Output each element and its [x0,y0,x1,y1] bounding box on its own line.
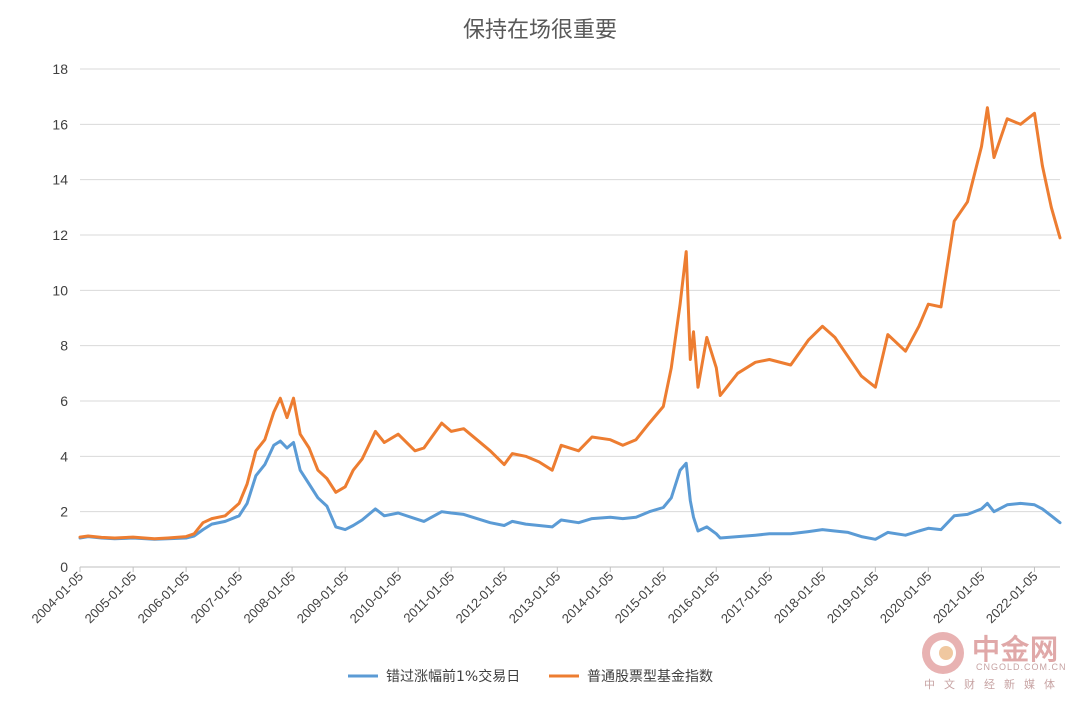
x-tick-label: 2012-01-05 [453,569,511,627]
watermark-tagline: 中文财经新媒体 [924,678,1064,691]
y-axis-ticks: 0 2 4 6 8 10 12 14 16 18 [52,61,68,575]
series-lines [78,106,1062,541]
cngold-logo-icon [922,632,964,674]
x-tick-label: 2011-01-05 [400,569,457,626]
series-line-fund-index [78,106,1062,541]
x-tick-label: 2008-01-05 [241,569,299,627]
y-tick-label: 18 [52,61,68,77]
x-axis-ticks: 2004-01-052005-01-052006-01-052007-01-05… [28,567,1041,627]
x-tick-label: 2013-01-05 [506,569,564,627]
x-tick-label: 2022-01-05 [983,569,1041,627]
y-tick-label: 14 [52,172,68,188]
y-tick-label: 0 [60,559,68,575]
x-tick-label: 2016-01-05 [665,569,723,627]
x-tick-label: 2021-01-05 [930,569,988,627]
legend-label-fund-index: 普通股票型基金指数 [587,668,713,685]
x-tick-label: 2020-01-05 [877,569,935,627]
x-tick-label: 2015-01-05 [612,569,670,627]
x-tick-label: 2018-01-05 [771,569,829,627]
watermark: 中金网 CNGOLD.COM.CN 中文财经新媒体 [920,628,1070,698]
watermark-domain: CNGOLD.COM.CN [976,662,1067,672]
watermark-brand: 中金网 [972,633,1060,666]
x-tick-label: 2005-01-05 [82,569,140,627]
chart-title: 保持在场很重要 [463,18,617,43]
y-tick-label: 12 [52,227,68,243]
x-tick-label: 2017-01-05 [718,569,776,627]
legend-label-missed-days: 错过涨幅前1%交易日 [386,668,520,685]
legend: 错过涨幅前1%交易日 普通股票型基金指数 [348,668,713,685]
x-tick-label: 2019-01-05 [824,569,882,627]
y-tick-label: 4 [60,448,68,464]
series-line-missed-days [78,439,1062,541]
y-tick-label: 8 [60,338,68,354]
x-tick-label: 2007-01-05 [188,569,246,627]
y-tick-label: 2 [60,504,68,520]
y-tick-label: 6 [60,393,68,409]
x-tick-label: 2010-01-05 [347,569,405,627]
y-tick-label: 16 [52,116,68,132]
y-tick-label: 10 [52,282,68,298]
x-tick-label: 2006-01-05 [135,569,193,627]
x-tick-label: 2014-01-05 [559,569,617,627]
gridlines [80,68,1060,568]
x-tick-label: 2009-01-05 [294,569,352,627]
x-tick-label: 2004-01-05 [28,569,86,627]
